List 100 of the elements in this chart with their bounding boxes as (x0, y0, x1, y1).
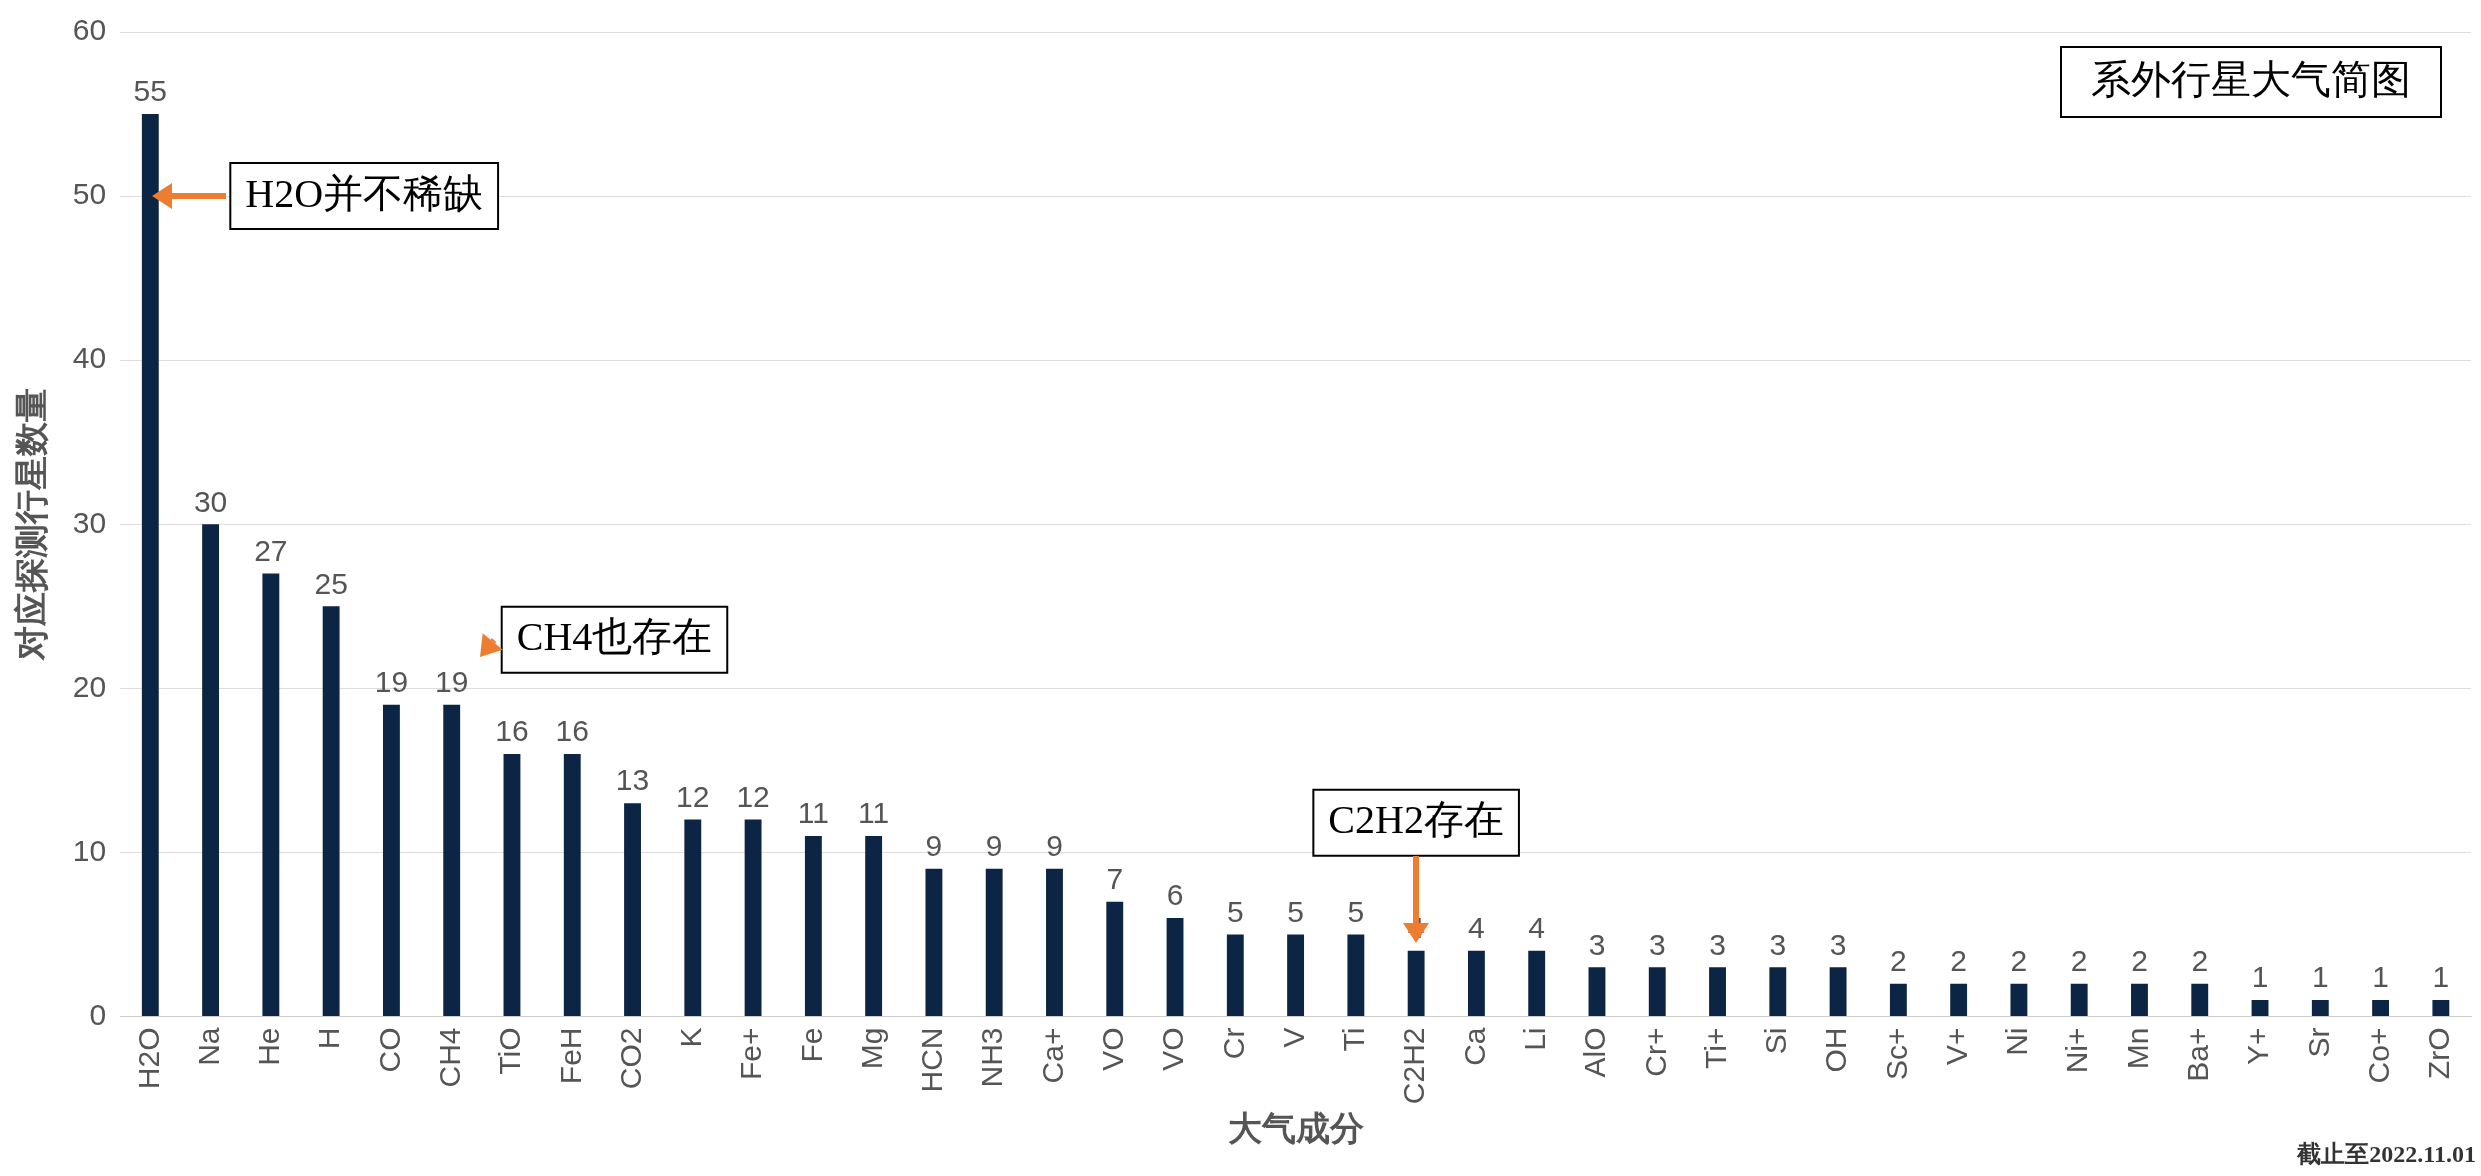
bar (1889, 983, 1907, 1016)
bar (1046, 868, 1063, 1016)
x-tick-label: Ti (1337, 1027, 1371, 1052)
x-tick-label: Sr (2301, 1027, 2335, 1058)
data-label: 16 (555, 714, 589, 748)
bar (1166, 918, 1184, 1016)
x-tick-label: FeH (553, 1027, 587, 1085)
bar (1648, 967, 1666, 1016)
data-label: 55 (133, 74, 167, 108)
bar (744, 819, 762, 1016)
x-tick-label: Li (1517, 1027, 1551, 1051)
data-label: 2 (2070, 943, 2088, 977)
data-label: 5 (1226, 894, 1244, 928)
annotation: CH4也存在 (516, 614, 713, 660)
y-tick-label: 0 (89, 997, 107, 1031)
bar (804, 836, 822, 1016)
data-label: 2 (1890, 943, 1907, 977)
data-label: 5 (1287, 894, 1304, 928)
bar (2131, 983, 2148, 1016)
y-tick-label: 60 (72, 13, 107, 47)
bar (2070, 983, 2088, 1016)
bar (2010, 983, 2028, 1016)
x-tick-label: Co+ (2361, 1027, 2395, 1084)
x-tick-label: Na (191, 1027, 225, 1066)
x-axis-title: 大气成分 (1227, 1110, 1364, 1148)
bar (2311, 1000, 2329, 1016)
bar (925, 868, 943, 1016)
x-tick-label: NH3 (975, 1027, 1009, 1088)
data-label: 13 (615, 763, 650, 797)
y-tick-label: 50 (72, 177, 107, 211)
x-tick-label: Ti+ (1698, 1027, 1732, 1069)
x-tick-label: CO2 (613, 1027, 647, 1090)
x-tick-label: Si (1759, 1027, 1793, 1055)
x-tick-label: VO (1096, 1027, 1130, 1071)
x-tick-label: Ca+ (1035, 1027, 1069, 1084)
data-label: 3 (1709, 927, 1726, 961)
data-label: 4 (1528, 911, 1546, 945)
data-label: 27 (254, 533, 288, 567)
bar (1769, 967, 1787, 1016)
data-label: 2 (2010, 943, 2028, 977)
data-label: 3 (1588, 927, 1606, 961)
x-tick-label: K (674, 1027, 708, 1048)
text: 系外行星大气简图 (2091, 56, 2411, 102)
data-label: 1 (2372, 960, 2389, 994)
data-label: 3 (1829, 927, 1847, 961)
x-tick-label: Ni (2000, 1027, 2034, 1056)
bar (1588, 967, 1606, 1016)
bar (865, 836, 883, 1016)
x-tick-label: V (1276, 1027, 1310, 1048)
x-tick-label: OH (1819, 1027, 1853, 1073)
x-tick-label: He (252, 1027, 286, 1066)
x-tick-label: Cr+ (1638, 1027, 1672, 1077)
bar (563, 753, 581, 1016)
data-label: 7 (1106, 861, 1124, 895)
annotation: H2O并不稀缺 (245, 170, 484, 216)
data-label: 2 (2191, 943, 2209, 977)
data-label: 2 (1950, 943, 1967, 977)
bar (1287, 934, 1305, 1016)
bar (1407, 950, 1425, 1016)
data-label: 5 (1347, 894, 1365, 928)
data-label: 3 (1648, 927, 1666, 961)
x-tick-label: VO (1156, 1027, 1190, 1071)
x-tick-label: ZrO (2422, 1027, 2456, 1080)
x-tick-label: TiO (493, 1027, 527, 1075)
bar (985, 868, 1003, 1016)
bar (2372, 1000, 2390, 1016)
x-tick-label: Fe (794, 1027, 828, 1063)
x-tick-label: Ni+ (2060, 1027, 2094, 1074)
bar (1347, 934, 1365, 1016)
bar (202, 524, 220, 1016)
x-tick-label: Ba+ (2181, 1027, 2215, 1082)
annotation: C2H2存在 (1328, 797, 1504, 843)
data-label: 9 (925, 829, 943, 863)
data-label: 12 (736, 779, 770, 813)
bar (684, 819, 702, 1016)
data-label: 1 (2251, 960, 2269, 994)
data-label: 9 (1046, 829, 1063, 863)
data-label: 19 (435, 665, 469, 699)
data-label: 16 (495, 714, 529, 748)
x-tick-label: Fe+ (734, 1027, 768, 1081)
y-tick-label: 40 (72, 341, 107, 375)
bar (2251, 1000, 2269, 1016)
y-tick-label: 30 (72, 505, 107, 539)
y-axis-title: 对应探测行星数量 (13, 388, 51, 662)
bar (1950, 983, 1968, 1016)
x-tick-label: Y+ (2241, 1027, 2275, 1066)
bar (382, 704, 400, 1016)
bar (1467, 950, 1485, 1016)
x-tick-label: Mg (854, 1027, 888, 1070)
text: 截止至2022.11.01 (2296, 1141, 2476, 1168)
bar (2191, 983, 2209, 1016)
x-tick-label: Mn (2120, 1027, 2154, 1070)
x-tick-label: V+ (1939, 1027, 1973, 1066)
bar (1106, 901, 1124, 1016)
bar (1226, 934, 1244, 1016)
x-tick-label: H2O (131, 1027, 165, 1090)
y-tick-label: 20 (72, 669, 107, 703)
data-label: 3 (1769, 927, 1787, 961)
x-tick-label: H (312, 1027, 346, 1050)
data-label: 2 (2131, 943, 2148, 977)
